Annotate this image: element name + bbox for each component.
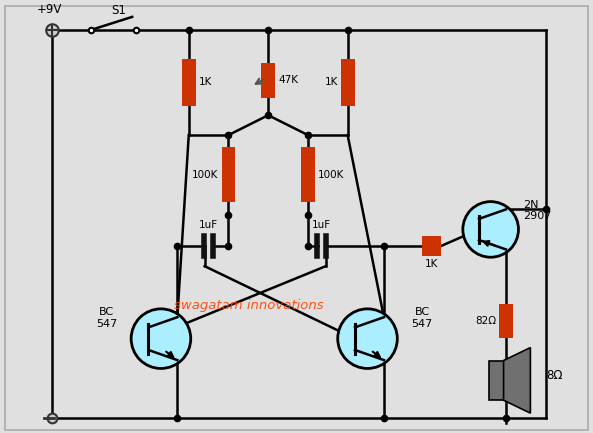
Text: 47K: 47K: [278, 75, 298, 85]
Circle shape: [337, 309, 397, 368]
Circle shape: [463, 202, 518, 257]
Text: S1: S1: [111, 4, 126, 17]
Bar: [222, 148, 235, 202]
Text: swagatam innovations: swagatam innovations: [174, 299, 323, 312]
Text: +9V: +9V: [37, 3, 62, 16]
Bar: [341, 58, 355, 106]
Text: 100K: 100K: [318, 170, 344, 180]
Bar: [499, 304, 513, 338]
Text: 1uF: 1uF: [199, 220, 218, 230]
Circle shape: [131, 309, 191, 368]
Text: 100K: 100K: [192, 170, 219, 180]
Text: 2N
2907: 2N 2907: [524, 200, 552, 221]
Bar: [422, 236, 441, 256]
Text: 1K: 1K: [199, 78, 212, 87]
Bar: [262, 63, 275, 98]
Text: 1K: 1K: [324, 78, 337, 87]
Text: 8Ω: 8Ω: [546, 369, 563, 382]
Bar: [182, 58, 196, 106]
Text: 1K: 1K: [425, 259, 438, 269]
Text: BC
547: BC 547: [95, 307, 117, 329]
Bar: [301, 148, 315, 202]
Text: BC
547: BC 547: [412, 307, 433, 329]
Text: 1uF: 1uF: [313, 220, 331, 230]
Text: 82Ω: 82Ω: [475, 316, 496, 326]
Bar: [489, 361, 503, 400]
Polygon shape: [503, 348, 530, 413]
